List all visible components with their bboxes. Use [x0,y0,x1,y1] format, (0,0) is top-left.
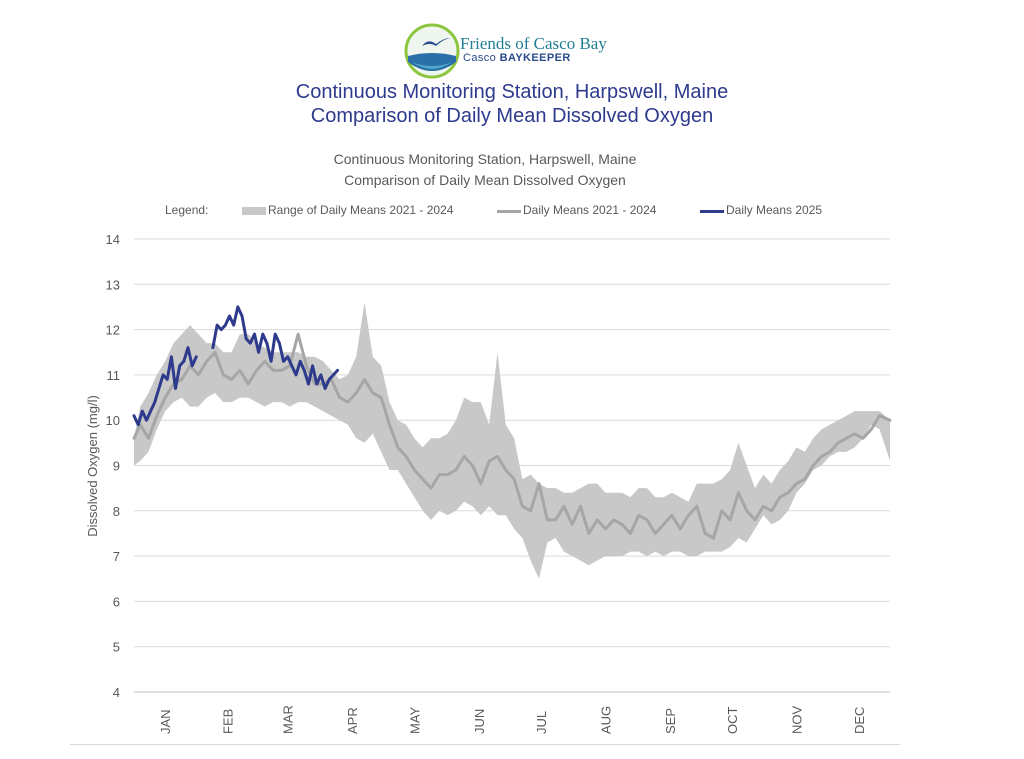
y-tick-label: 13 [106,277,120,292]
y-tick-label: 10 [106,413,120,428]
x-tick-label-jan: JAN [158,709,173,734]
y-tick-label: 9 [113,459,120,474]
x-tick-label-aug: AUG [599,706,614,734]
x-tick-label-apr: APR [345,707,360,734]
y-tick-label: 4 [113,685,120,700]
x-tick-label-mar: MAR [281,705,296,734]
friends-of-casco-bay-logo [404,23,460,79]
y-tick-label: 12 [106,323,120,338]
y-tick-label: 14 [106,232,120,247]
legend-label-range: Range of Daily Means 2021 - 2024 [268,203,454,217]
y-tick-label: 5 [113,640,120,655]
x-tick-label-jul: JUL [534,711,549,734]
y-tick-label: 8 [113,504,120,519]
x-tick-label-may: MAY [407,706,422,734]
chart-subtitle: Comparison of Daily Mean Dissolved Oxyge… [344,172,626,188]
x-tick-label-sep: SEP [663,708,678,734]
legend-title: Legend: [165,203,209,217]
series-line-mean-2025-segment-2 [211,305,339,390]
y-tick-label: 7 [113,549,120,564]
x-tick-label-jun: JUN [472,709,487,734]
series-line-mean-2021-2024 [132,332,892,540]
range-band-layer [134,302,890,579]
chart-title: Continuous Monitoring Station, Harpswell… [333,151,637,167]
x-tick-label-oct: OCT [725,707,740,735]
series-line-mean-2025-segment-1 [132,346,198,427]
chart-legend: Legend: Range of Daily Means 2021 - 2024… [0,202,1024,220]
legend-swatch-range [242,207,266,215]
legend-label-mean-2021-2024: Daily Means 2021 - 2024 [523,203,657,217]
x-tick-label-dec: DEC [852,707,867,734]
bottom-rule [70,744,900,745]
x-tick-label-feb: FEB [221,709,236,734]
logo-name-line1: Friends of Casco Bay [460,34,607,53]
x-axis: JAN FEB MAR APR MAY JUN JUL AUG SEP OCT NOV DEC [134,691,890,735]
legend-swatch-mean-2025 [700,210,724,213]
y-axis-ticks: 4 5 6 7 8 9 10 11 12 13 14 [106,232,120,700]
y-tick-label: 11 [107,368,121,383]
series-lines-layer [132,305,892,540]
x-tick-label-nov: NOV [790,706,805,735]
y-tick-label: 6 [113,594,120,609]
logo-name-line2: Casco BAYKEEPER [463,52,571,64]
y-axis-label: Dissolved Oxygen (mg/l) [85,395,100,537]
page-title-line1: Continuous Monitoring Station, Harpswell… [295,81,729,103]
range-band [134,302,890,579]
page-title-line2: Comparison of Daily Mean Dissolved Oxyge… [310,105,714,127]
legend-label-mean-2025: Daily Means 2025 [726,203,823,217]
legend-swatch-mean-2021-2024 [497,210,521,213]
